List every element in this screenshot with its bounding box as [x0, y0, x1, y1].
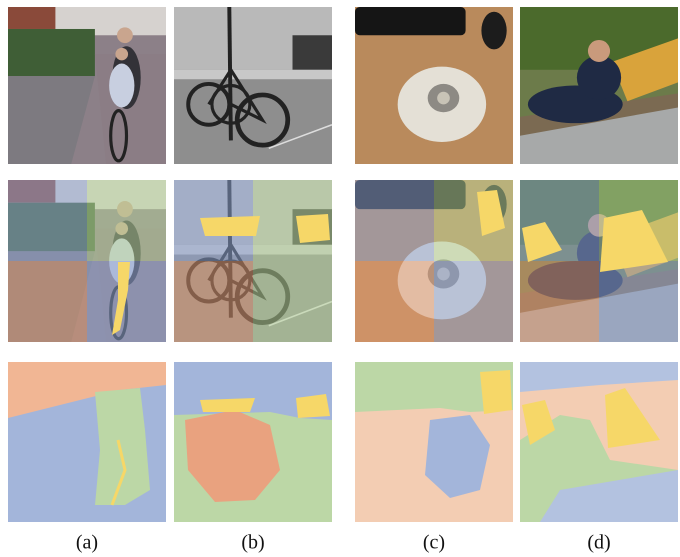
overlay-shape-shape: [355, 180, 434, 261]
segmentation-shape: [520, 362, 678, 392]
image: [8, 7, 166, 164]
segmentation-shape: [95, 388, 150, 505]
overlay-shape-shape: [599, 261, 678, 342]
panel-label: (c): [423, 532, 445, 554]
segmentation-shape: [540, 470, 678, 522]
segmentation-shape: [480, 370, 512, 414]
panel-label: (a): [76, 532, 98, 554]
segmentation-shape: [200, 398, 255, 412]
image: [520, 7, 678, 164]
overlay-row: [8, 180, 678, 342]
overlay-shape-shape: [355, 261, 434, 342]
image: [174, 7, 332, 164]
overlay-shape-shape: [434, 261, 513, 342]
overlay-shape-shape: [477, 190, 505, 236]
panel-labels: (a) (b) (c) (d): [76, 532, 611, 554]
overlay-shape-shape: [174, 261, 253, 342]
segmentation-shape: [522, 400, 555, 445]
image: [355, 7, 513, 164]
segmentation-shape: [110, 439, 127, 506]
panel-label: (b): [241, 532, 264, 554]
segmentation-row: [8, 362, 678, 522]
overlay-shape-shape: [112, 262, 130, 335]
overlay-shape-shape: [8, 180, 87, 261]
segmentation-shape: [425, 415, 490, 498]
overlay-shape-shape: [87, 180, 166, 261]
overlay-shape-shape: [200, 216, 260, 236]
photos-row: [8, 7, 678, 164]
segmentation-shape: [355, 362, 513, 412]
overlay-shape-shape: [520, 261, 599, 342]
overlay-shape-shape: [253, 261, 332, 342]
panel-label: (d): [587, 532, 610, 554]
segmentation-shape: [185, 410, 280, 502]
overlay-shape: [112, 190, 668, 335]
overlay-shape: [8, 180, 678, 342]
segmentation-shape: [605, 388, 660, 448]
overlay-shape-shape: [522, 222, 562, 262]
overlay-shape-shape: [600, 210, 668, 272]
overlay-shape-shape: [296, 214, 330, 243]
segmentation-shape: [8, 362, 166, 418]
overlay-shape-shape: [8, 261, 87, 342]
segmentation-shape: [296, 394, 330, 418]
